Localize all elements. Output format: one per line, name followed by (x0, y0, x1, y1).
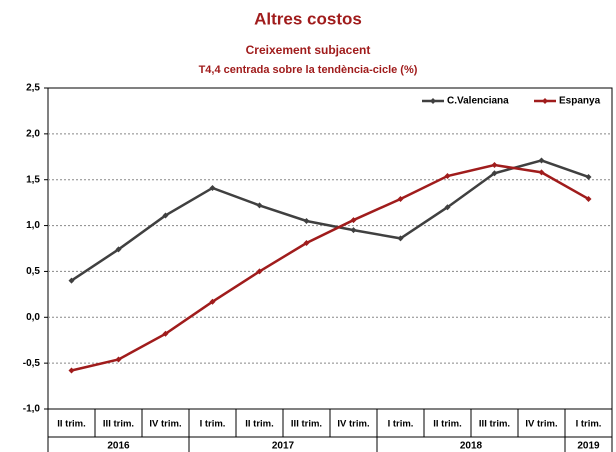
point-marker (256, 202, 263, 209)
x-tick-label: IV trim. (525, 419, 557, 430)
x-tick-label: III trim. (103, 419, 134, 430)
series-line (71, 163, 590, 372)
x-tick-label: I trim. (388, 419, 414, 430)
point-marker (397, 235, 404, 242)
point-marker (115, 246, 122, 253)
y-tick-label: 2,5 (26, 83, 40, 94)
year-label: 2016 (107, 441, 130, 452)
point-marker (444, 173, 451, 180)
y-tick-label: 1,5 (26, 174, 40, 185)
legend-marker (430, 98, 436, 104)
point-marker (68, 277, 75, 284)
point-marker (585, 195, 592, 202)
x-tick-label: II trim. (57, 419, 86, 430)
year-label: 2019 (577, 441, 600, 452)
plot-frame (47, 87, 613, 410)
point-marker (256, 268, 263, 275)
year-label: 2017 (272, 441, 295, 452)
y-tick-label: 1,0 (26, 220, 40, 231)
point-marker (350, 227, 357, 234)
point-marker (491, 162, 498, 169)
point-marker (68, 367, 75, 374)
y-tick-label: -1,0 (23, 404, 41, 415)
series-line (70, 159, 589, 282)
y-tick-label: -0,5 (23, 358, 41, 369)
point-marker (162, 212, 169, 219)
x-tick-label: IV trim. (149, 419, 181, 430)
legend-label: Espanya (559, 96, 601, 107)
year-label: 2018 (460, 441, 483, 452)
y-tick-label: 0,5 (26, 266, 40, 277)
point-marker (162, 330, 169, 337)
y-tick-label: 0,0 (26, 312, 40, 323)
point-marker (585, 173, 592, 180)
point-marker (209, 298, 216, 305)
point-marker (538, 169, 545, 176)
chart-subtitle: Creixement subjacent (246, 43, 371, 57)
x-tick-label: I trim. (200, 419, 226, 430)
point-marker (115, 356, 122, 363)
y-tick-label: 2,0 (26, 128, 40, 139)
point-marker (397, 195, 404, 202)
point-marker (491, 170, 498, 177)
point-marker (209, 184, 216, 191)
point-marker (350, 217, 357, 224)
chart-title: Altres costos (254, 9, 362, 28)
point-marker (444, 204, 451, 211)
x-tick-label: II trim. (433, 419, 462, 430)
legend-label: C.Valenciana (447, 96, 509, 107)
x-tick-label: III trim. (479, 419, 510, 430)
x-tick-label: III trim. (291, 419, 322, 430)
point-marker (538, 157, 545, 164)
point-marker (303, 239, 310, 246)
x-tick-label: I trim. (576, 419, 602, 430)
chart-subtitle: T4,4 centrada sobre la tendència-cicle (… (199, 64, 418, 76)
x-tick-label: IV trim. (337, 419, 369, 430)
x-tick-label: II trim. (245, 419, 274, 430)
point-marker (303, 217, 310, 224)
legend-marker (542, 98, 548, 104)
